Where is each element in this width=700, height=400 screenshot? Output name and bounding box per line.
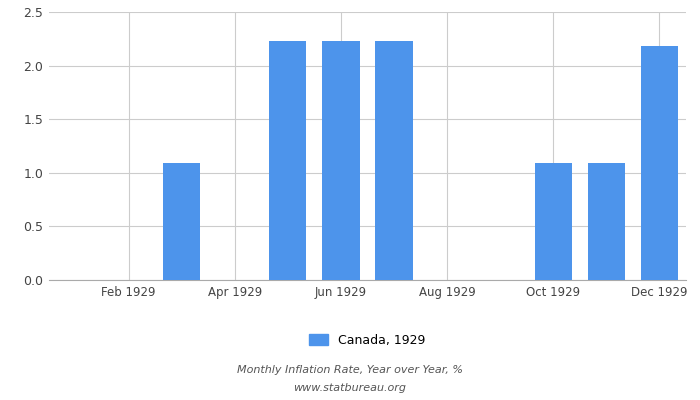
Bar bbox=[163, 163, 200, 280]
Bar bbox=[375, 41, 412, 280]
Legend: Canada, 1929: Canada, 1929 bbox=[304, 329, 430, 352]
Bar bbox=[323, 41, 360, 280]
Bar bbox=[535, 163, 572, 280]
Bar bbox=[641, 46, 678, 280]
Text: www.statbureau.org: www.statbureau.org bbox=[293, 383, 407, 393]
Bar bbox=[588, 163, 625, 280]
Bar bbox=[270, 41, 307, 280]
Text: Monthly Inflation Rate, Year over Year, %: Monthly Inflation Rate, Year over Year, … bbox=[237, 365, 463, 375]
